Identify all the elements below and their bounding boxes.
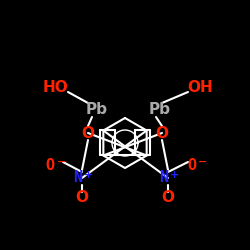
Text: +: + bbox=[84, 170, 93, 180]
Text: O: O bbox=[76, 190, 88, 206]
Text: Pb: Pb bbox=[86, 102, 108, 118]
Text: O: O bbox=[82, 126, 94, 140]
Text: O: O bbox=[162, 190, 174, 206]
Text: HO: HO bbox=[42, 80, 68, 96]
Text: −: − bbox=[57, 157, 66, 167]
Text: Pb: Pb bbox=[149, 102, 171, 118]
Text: N: N bbox=[159, 170, 168, 186]
Text: O: O bbox=[46, 158, 55, 172]
Text: +: + bbox=[170, 170, 179, 180]
Text: −: − bbox=[198, 157, 207, 167]
Text: O: O bbox=[156, 126, 168, 140]
Text: O: O bbox=[187, 158, 196, 172]
Text: OH: OH bbox=[187, 80, 213, 96]
Text: N: N bbox=[73, 170, 82, 186]
